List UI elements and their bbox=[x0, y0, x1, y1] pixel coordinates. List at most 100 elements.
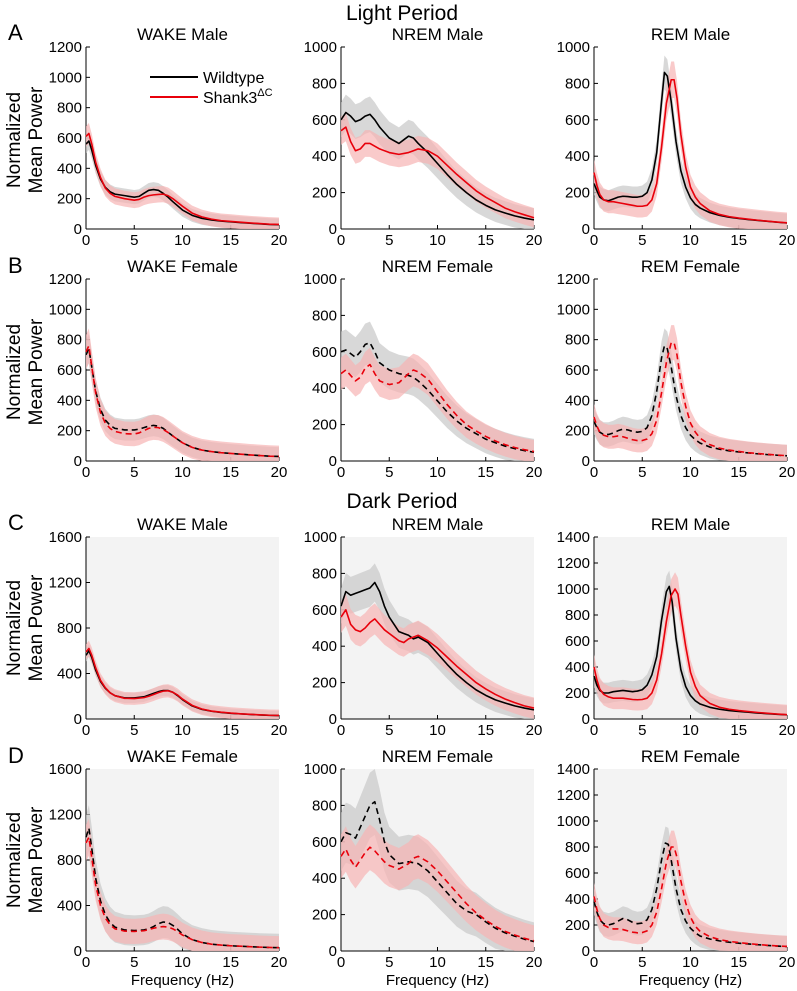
y-tick-label: 1200 bbox=[49, 271, 82, 288]
y-tick-label: 800 bbox=[312, 565, 337, 582]
series-line-wildtype bbox=[85, 827, 280, 949]
ylabel-line1: Normalized bbox=[4, 324, 25, 420]
x-tick-label: 15 bbox=[477, 954, 494, 971]
x-tick-label: 15 bbox=[477, 232, 494, 249]
x-tick-label: 20 bbox=[779, 464, 796, 481]
x-tick-label: 20 bbox=[526, 722, 543, 739]
y-tick-label: 0 bbox=[74, 943, 82, 960]
y-tick-label: 1400 bbox=[557, 529, 590, 546]
y-tick-label: 1400 bbox=[557, 761, 590, 778]
x-tick-label: 20 bbox=[779, 232, 796, 249]
y-tick-label: 0 bbox=[329, 711, 337, 728]
x-tick-label: 15 bbox=[477, 464, 494, 481]
x-tick-label: 0 bbox=[337, 954, 345, 971]
y-tick-label: 200 bbox=[312, 675, 337, 692]
error-band-wildtype bbox=[594, 826, 787, 951]
x-tick-label: 0 bbox=[337, 464, 345, 481]
series-line-shank3 bbox=[85, 647, 280, 717]
y-tick-label: 1000 bbox=[557, 39, 590, 56]
error-band-wildtype bbox=[594, 55, 787, 229]
y-tick-label: 400 bbox=[565, 392, 590, 409]
y-tick-label: 800 bbox=[57, 852, 82, 869]
series-line-shank3 bbox=[340, 363, 535, 453]
x-tick-label: 10 bbox=[429, 954, 446, 971]
x-tick-label: 0 bbox=[590, 464, 598, 481]
chart-a-1: NREM Male 0 200 400 600 800 1000 0 5 10 15 20 bbox=[304, 25, 543, 249]
error-band-wildtype bbox=[594, 328, 787, 461]
series-line-shank3 bbox=[593, 341, 788, 457]
ylabel-line1: Normalized bbox=[4, 580, 25, 676]
error-band-shank3 bbox=[594, 325, 787, 461]
legend-shank3-sup: ΔC bbox=[257, 87, 272, 99]
y-tick-label: 400 bbox=[312, 148, 337, 165]
x-tick-label: 15 bbox=[222, 722, 239, 739]
x-tick-label: 20 bbox=[779, 722, 796, 739]
y-tick-label: 0 bbox=[582, 221, 590, 238]
y-tick-label: 400 bbox=[312, 638, 337, 655]
y-tick-label: 1200 bbox=[557, 787, 590, 804]
legend-wildtype-label: Wildtype bbox=[203, 70, 264, 87]
y-tick-label: 1200 bbox=[49, 575, 82, 592]
error-band-shank3 bbox=[86, 328, 279, 461]
x-tick-label: 10 bbox=[429, 722, 446, 739]
panel-letter-d: D bbox=[8, 743, 24, 768]
error-band-shank3 bbox=[594, 572, 787, 719]
y-tick-label: 800 bbox=[565, 839, 590, 856]
chart-c-0: WAKE Male 0 400 800 1200 1600 0 5 10 15 20 bbox=[49, 515, 288, 739]
x-tick-label: 20 bbox=[526, 464, 543, 481]
series-line-shank3 bbox=[85, 132, 280, 226]
y-tick-label: 1000 bbox=[557, 301, 590, 318]
y-tick-label: 600 bbox=[312, 112, 337, 129]
y-tick-label: 400 bbox=[57, 666, 82, 683]
error-band-shank3 bbox=[86, 640, 279, 719]
y-tick-label: 400 bbox=[565, 148, 590, 165]
x-tick-label: 5 bbox=[130, 722, 138, 739]
x-tick-label: 0 bbox=[82, 232, 90, 249]
y-tick-label: 1600 bbox=[49, 761, 82, 778]
y-tick-label: 800 bbox=[57, 620, 82, 637]
y-tick-label: 400 bbox=[57, 392, 82, 409]
x-tick-label: 15 bbox=[730, 722, 747, 739]
y-tick-label: 0 bbox=[582, 943, 590, 960]
ylabel-line1: Normalized bbox=[4, 92, 25, 188]
chart-title: NREM Male bbox=[392, 515, 484, 534]
error-band-wildtype bbox=[594, 570, 787, 719]
x-tick-label: 0 bbox=[590, 232, 598, 249]
y-tick-label: 400 bbox=[57, 898, 82, 915]
y-tick-label: 0 bbox=[582, 711, 590, 728]
chart-a-2: REM Male 0 200 400 600 800 1000 0 5 10 15 20 bbox=[557, 25, 796, 249]
panel-letter-b: B bbox=[8, 253, 23, 278]
x-tick-label: 5 bbox=[385, 954, 393, 971]
y-tick-label: 200 bbox=[565, 917, 590, 934]
legend: Wildtype Shank3ΔC bbox=[150, 70, 273, 107]
series-line-shank3 bbox=[593, 588, 788, 716]
ylabel-line2: Mean Power bbox=[26, 318, 47, 425]
y-tick-label: 400 bbox=[57, 160, 82, 177]
y-tick-label: 800 bbox=[565, 332, 590, 349]
chart-d-2: REM Female 0 200 400 600 800 1000 1200 1400 0 5 10 1… bbox=[557, 747, 796, 989]
y-tick-label: 1000 bbox=[304, 761, 337, 778]
y-tick-label: 200 bbox=[565, 423, 590, 440]
y-tick-label: 200 bbox=[312, 185, 337, 202]
x-tick-label: 0 bbox=[82, 464, 90, 481]
series-line-wildtype bbox=[593, 585, 788, 716]
ylabel-line2: Mean Power bbox=[26, 86, 47, 193]
y-tick-label: 1200 bbox=[49, 39, 82, 56]
panel-letter-a: A bbox=[8, 20, 23, 45]
y-tick-label: 0 bbox=[74, 711, 82, 728]
x-tick-label: 5 bbox=[638, 954, 646, 971]
x-axis-label: Frequency (Hz) bbox=[386, 972, 489, 989]
y-tick-label: 1200 bbox=[49, 807, 82, 824]
ylabel-line2: Mean Power bbox=[26, 806, 47, 913]
x-tick-label: 20 bbox=[271, 464, 288, 481]
x-tick-label: 15 bbox=[222, 464, 239, 481]
error-band-shank3 bbox=[341, 593, 534, 719]
error-band-shank3 bbox=[341, 347, 534, 461]
x-tick-label: 20 bbox=[271, 954, 288, 971]
y-tick-label: 1000 bbox=[304, 39, 337, 56]
y-tick-label: 600 bbox=[312, 834, 337, 851]
y-tick-label: 400 bbox=[565, 659, 590, 676]
error-band-shank3 bbox=[594, 61, 787, 229]
x-tick-label: 10 bbox=[429, 464, 446, 481]
error-band-wildtype bbox=[86, 132, 279, 229]
